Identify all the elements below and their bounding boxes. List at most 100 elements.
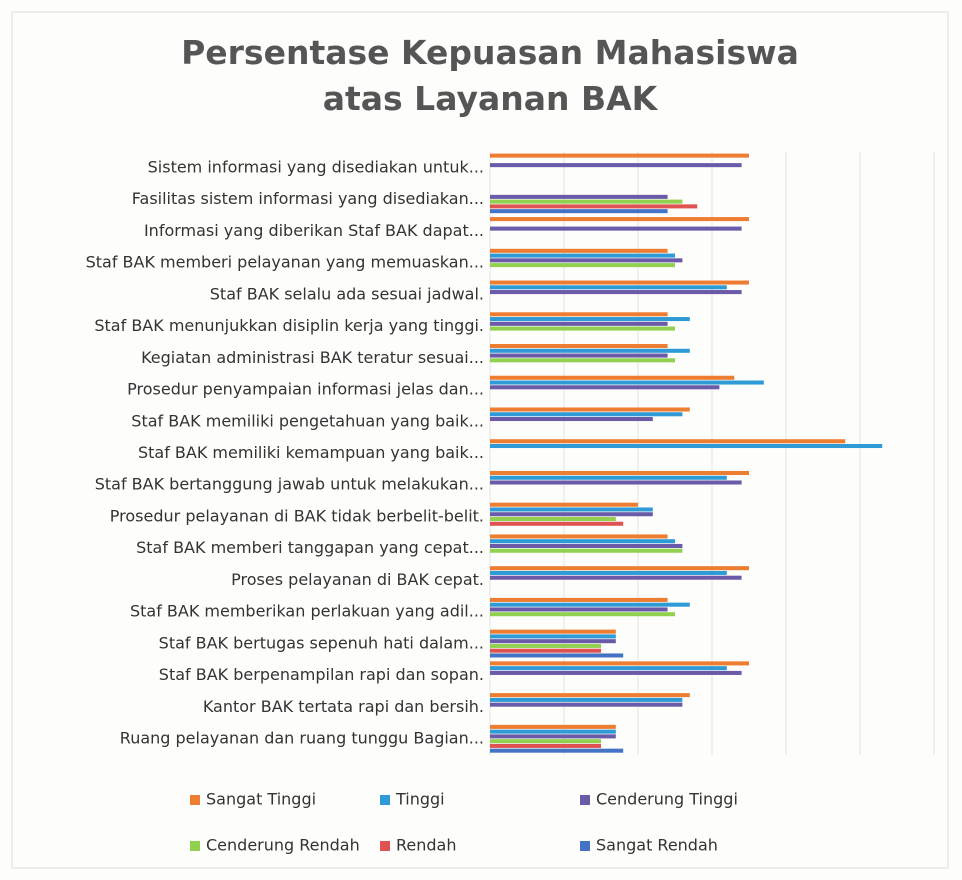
y-tick-label: Proses pelayanan di BAK cepat. bbox=[231, 570, 484, 589]
bar bbox=[490, 375, 735, 380]
legend-swatch bbox=[580, 841, 590, 851]
bar bbox=[490, 653, 624, 658]
bar bbox=[490, 326, 675, 331]
bar bbox=[490, 512, 653, 517]
chart-title: Persentase Kepuasan Mahasiswa atas Layan… bbox=[181, 33, 799, 118]
y-tick-label: Sistem informasi yang disediakan untuk..… bbox=[148, 157, 484, 176]
y-tick-label: Prosedur pelayanan di BAK tidak berbelit… bbox=[110, 506, 484, 525]
bar bbox=[490, 439, 846, 444]
bar bbox=[490, 153, 749, 158]
bar bbox=[490, 353, 668, 358]
bar bbox=[490, 648, 601, 653]
bar bbox=[490, 470, 749, 476]
bar bbox=[490, 163, 742, 168]
y-tick-label: Staf BAK memiliki pengetahuan yang baik.… bbox=[131, 411, 484, 430]
legend-swatch bbox=[380, 841, 390, 851]
y-tick-label: Staf BAK memberikan perlakuan yang adil.… bbox=[130, 602, 484, 621]
legend-label: Cenderung Rendah bbox=[206, 836, 360, 855]
bar bbox=[490, 258, 683, 263]
legend-label: Tinggi bbox=[395, 790, 445, 809]
legend-swatch bbox=[190, 841, 200, 851]
bar bbox=[490, 743, 601, 748]
bar bbox=[490, 290, 742, 295]
bar bbox=[490, 248, 668, 253]
bar bbox=[490, 612, 675, 617]
y-tick-label: Staf BAK memberi pelayanan yang memuaska… bbox=[86, 253, 484, 272]
bar bbox=[490, 194, 668, 199]
bar bbox=[490, 693, 690, 698]
chart-border bbox=[11, 11, 949, 869]
bar bbox=[490, 480, 742, 485]
y-tick-label: Staf BAK selalu ada sesuai jadwal. bbox=[210, 284, 484, 303]
y-tick-label: Staf BAK bertanggung jawab untuk melakuk… bbox=[95, 475, 484, 494]
bar bbox=[490, 697, 683, 702]
bar bbox=[490, 280, 749, 285]
legend-swatch bbox=[190, 795, 200, 805]
legend-swatch bbox=[380, 795, 390, 805]
bar bbox=[490, 317, 690, 322]
y-tick-label: Kantor BAK tertata rapi dan bersih. bbox=[203, 697, 484, 716]
bar bbox=[490, 548, 683, 553]
bar bbox=[490, 670, 742, 675]
y-tick-label: Staf BAK memberi tanggapan yang cepat... bbox=[136, 538, 484, 557]
bar bbox=[490, 543, 683, 548]
bar bbox=[490, 724, 616, 729]
bar bbox=[490, 348, 690, 353]
bar bbox=[490, 263, 675, 268]
bar bbox=[490, 443, 883, 449]
legend-label: Sangat Tinggi bbox=[206, 790, 316, 809]
bar bbox=[490, 534, 668, 539]
bar bbox=[490, 217, 749, 222]
bar bbox=[490, 199, 683, 204]
bar bbox=[490, 475, 727, 480]
bar bbox=[490, 602, 690, 607]
bar bbox=[490, 643, 601, 648]
bar bbox=[490, 321, 668, 326]
bar bbox=[490, 312, 668, 317]
bar bbox=[490, 285, 727, 290]
legend-label: Cenderung Tinggi bbox=[596, 790, 738, 809]
y-tick-label: Informasi yang diberikan Staf BAK dapat.… bbox=[144, 221, 484, 240]
bar bbox=[490, 734, 616, 739]
bar bbox=[490, 385, 720, 390]
bar bbox=[490, 417, 653, 422]
bar bbox=[490, 344, 668, 349]
legend-label: Sangat Rendah bbox=[596, 836, 718, 855]
y-tick-label: Prosedur penyampaian informasi jelas dan… bbox=[127, 380, 484, 399]
bar bbox=[490, 521, 624, 526]
bar bbox=[490, 204, 698, 209]
bar bbox=[490, 516, 616, 522]
legend-swatch bbox=[580, 795, 590, 805]
bar bbox=[490, 661, 749, 666]
bar bbox=[490, 380, 764, 385]
bar bbox=[490, 570, 727, 575]
bar bbox=[490, 253, 675, 258]
y-tick-label: Staf BAK bertugas sepenuh hati dalam... bbox=[159, 633, 484, 652]
bar bbox=[490, 748, 624, 753]
y-tick-label: Staf BAK memiliki kemampuan yang baik... bbox=[138, 443, 484, 462]
bar bbox=[490, 502, 638, 507]
bar bbox=[490, 702, 683, 707]
bar bbox=[490, 607, 668, 612]
bar bbox=[490, 634, 616, 639]
bar bbox=[490, 666, 727, 671]
bar bbox=[490, 729, 616, 734]
bar bbox=[490, 358, 675, 363]
bar bbox=[490, 539, 675, 544]
bar bbox=[490, 226, 742, 231]
bar bbox=[490, 739, 601, 744]
bar bbox=[490, 566, 749, 571]
bar bbox=[490, 209, 668, 214]
bar bbox=[490, 597, 668, 602]
bar bbox=[490, 407, 690, 412]
legend-label: Rendah bbox=[396, 836, 456, 855]
bar bbox=[490, 575, 742, 580]
y-tick-label: Kegiatan administrasi BAK teratur sesuai… bbox=[141, 348, 484, 367]
y-tick-label: Staf BAK menunjukkan disiplin kerja yang… bbox=[94, 316, 484, 335]
y-tick-label: Staf BAK berpenampilan rapi dan sopan. bbox=[159, 665, 484, 684]
y-tick-label: Fasilitas sistem informasi yang disediak… bbox=[132, 189, 484, 208]
bar bbox=[490, 629, 616, 634]
y-tick-label: Ruang pelayanan dan ruang tunggu Bagian.… bbox=[120, 729, 484, 748]
bar bbox=[490, 639, 616, 644]
